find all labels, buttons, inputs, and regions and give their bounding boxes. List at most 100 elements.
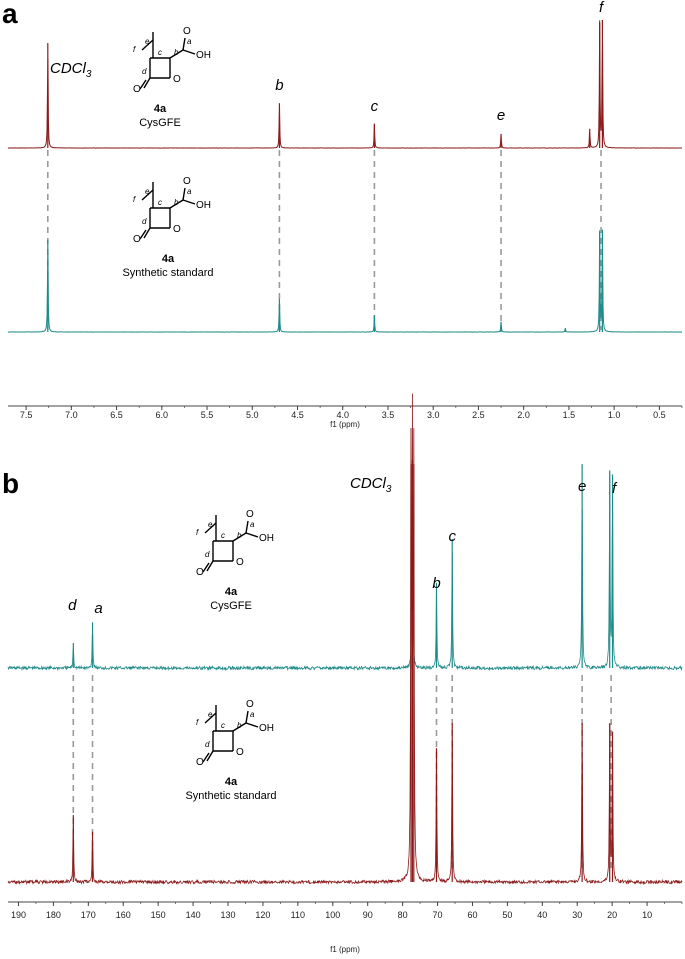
x-tick-label: 30 (572, 910, 582, 920)
x-tick-label: 90 (363, 910, 373, 920)
atom-label: OH (196, 200, 211, 211)
x-tick-label: 70 (433, 910, 443, 920)
bond (245, 710, 249, 724)
atom-label: a (250, 710, 255, 719)
compound-caption: Synthetic standard (122, 267, 213, 279)
bond (182, 37, 186, 51)
panel-a-guides (47, 150, 602, 330)
bond (141, 39, 154, 51)
bond (204, 522, 217, 534)
bond (204, 712, 217, 724)
x-tick-label: 2.0 (517, 410, 530, 420)
atom-label: d (142, 67, 147, 76)
x-tick-label: 170 (81, 910, 96, 920)
bond (245, 722, 259, 728)
panel-a-axis (8, 405, 683, 410)
atom-label: b (237, 531, 242, 540)
x-tick-label: 5.5 (201, 410, 214, 420)
panel-b-x-label: f1 (ppm) (330, 945, 360, 954)
atom-label: c (158, 48, 162, 57)
x-tick-label: 1.0 (608, 410, 621, 420)
x-tick-label: 3.5 (382, 410, 395, 420)
bond (169, 199, 184, 209)
spectrum-trace-cysgfe (7, 459, 683, 672)
atom-label: O (196, 757, 204, 768)
atom-label: f (196, 718, 199, 727)
atom-label: O (173, 74, 181, 85)
bond (245, 532, 259, 538)
panel-b-axis (8, 901, 683, 906)
atom-label: e (208, 710, 213, 719)
atom-label: O (196, 567, 204, 578)
x-tick-label: 190 (11, 910, 26, 920)
peak-annotation-c: c (448, 528, 456, 545)
atom-label: O (133, 84, 141, 95)
atom-label: f (196, 528, 199, 537)
bond (139, 229, 147, 240)
x-tick-label: 3.0 (427, 410, 440, 420)
atom-label: a (250, 520, 255, 529)
compound-id: 4a (162, 253, 175, 265)
bond (143, 227, 151, 239)
atom-label: e (145, 187, 150, 196)
atom-label: d (142, 217, 147, 226)
atom-label: f (133, 195, 136, 204)
x-tick-label: 110 (291, 910, 305, 920)
atom-label: O (173, 224, 181, 235)
panel-a-solvent-text: CDCl (50, 60, 86, 77)
x-tick-label: 20 (607, 910, 617, 920)
atom-label: c (158, 198, 162, 207)
compound-id: 4a (154, 103, 167, 115)
bond (182, 187, 186, 201)
atom-label: OH (196, 50, 211, 61)
compound-caption: CysGFE (210, 600, 252, 612)
bond (232, 532, 247, 542)
atom-label: b (174, 198, 179, 207)
panel-b-spectra (7, 393, 683, 886)
atom-label: O (183, 26, 191, 37)
bond (169, 49, 184, 59)
x-tick-label: 160 (116, 910, 131, 920)
x-tick-label: 40 (537, 910, 547, 920)
bond (202, 562, 210, 573)
peak-annotation-d: d (68, 597, 77, 614)
bond (206, 750, 214, 762)
atom-label: OH (259, 723, 274, 734)
panel-label-a: a (2, 0, 18, 29)
bond (182, 49, 196, 55)
x-tick-label: 6.0 (156, 410, 169, 420)
x-tick-label: 7.5 (20, 410, 33, 420)
x-tick-label: 6.5 (110, 410, 123, 420)
atom-label: c (221, 721, 225, 730)
panel-b-solvent-text: CDCl (350, 475, 386, 492)
x-tick-label: 7.0 (65, 410, 78, 420)
atom-label: e (145, 37, 150, 46)
atom-label: O (236, 747, 244, 758)
panel-b-guides (72, 675, 612, 872)
compound-id: 4a (225, 776, 238, 788)
bond (143, 77, 151, 89)
x-tick-label: 60 (467, 910, 477, 920)
bond (139, 79, 147, 90)
panel-a-spectra (7, 20, 683, 333)
atom-label: a (187, 37, 192, 46)
atom-label: b (174, 48, 179, 57)
atom-label: d (205, 740, 210, 749)
bond (202, 752, 210, 763)
x-tick-label: 5.0 (246, 410, 259, 420)
peak-annotation-b: b (432, 575, 440, 592)
panel-b-solvent-sub: 3 (386, 484, 392, 495)
atom-label: f (133, 45, 136, 54)
bond (206, 560, 214, 572)
panel-label-b: b (2, 468, 19, 499)
atom-label: d (205, 550, 210, 559)
x-tick-label: 2.5 (472, 410, 485, 420)
x-tick-label: 1.5 (563, 410, 576, 420)
